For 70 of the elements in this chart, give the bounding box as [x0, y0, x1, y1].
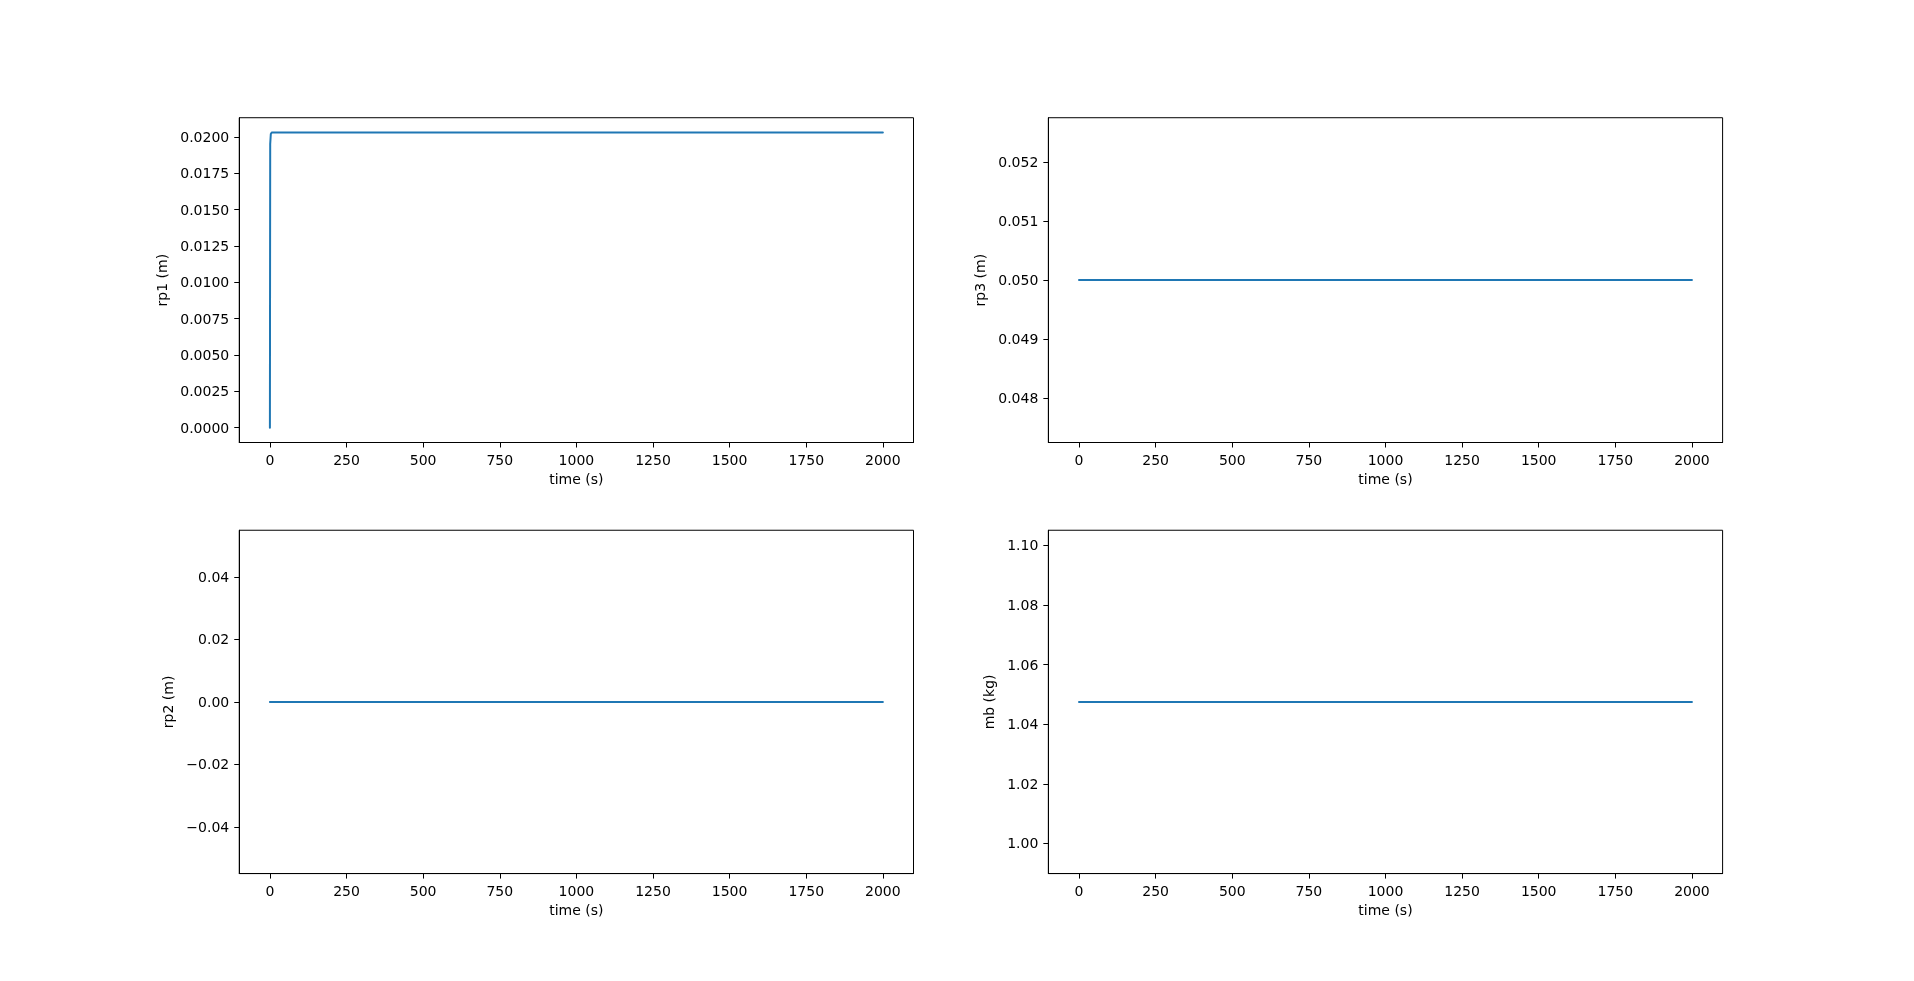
y-tick-label: 1.10	[1007, 536, 1039, 553]
y-tick-label: 1.00	[1007, 834, 1039, 851]
x-tick-label: 1000	[558, 451, 595, 468]
y-tick-label: 0.052	[998, 154, 1039, 171]
x-tick-label: 1250	[1444, 451, 1480, 468]
line-series	[268, 131, 884, 429]
y-tick-label: 0.051	[998, 213, 1039, 230]
y-tick-label: 0.0200	[180, 128, 230, 145]
x-tick-label: 500	[409, 451, 437, 468]
x-tick-label: 500	[409, 882, 437, 899]
x-axis-title: time (s)	[549, 901, 604, 918]
x-tick-label: 1000	[558, 882, 595, 899]
y-axis-title: mb (kg)	[981, 673, 998, 729]
x-tick-label: 500	[1218, 882, 1246, 899]
x-tick-label: 1750	[1597, 882, 1634, 899]
y-tick-label: 0.0100	[180, 274, 230, 291]
y-tick-label: 1.04	[1007, 715, 1039, 732]
x-tick-label: 1000	[1367, 882, 1404, 899]
y-tick-label: −0.04	[186, 818, 230, 835]
x-tick-label: 250	[333, 451, 360, 468]
y-tick-label: 0.0050	[180, 347, 230, 364]
x-tick-label: 1500	[1520, 882, 1557, 899]
x-tick-label: 1500	[711, 451, 748, 468]
x-tick-label: 750	[486, 451, 514, 468]
y-tick-label: 0.049	[998, 331, 1039, 348]
y-tick-label: 0.00	[198, 693, 230, 710]
y-tick-label: 0.0075	[180, 310, 230, 327]
x-tick-label: 2000	[1674, 451, 1710, 468]
x-tick-label: 1500	[1520, 451, 1557, 468]
x-tick-label: 1750	[788, 882, 825, 899]
x-tick-label: 1000	[1367, 451, 1404, 468]
x-tick-label: 2000	[865, 882, 901, 899]
x-tick-label: 1750	[788, 451, 825, 468]
x-tick-label: 2000	[865, 451, 901, 468]
y-tick-label: −0.02	[186, 755, 230, 772]
y-tick-label: 0.0175	[180, 165, 230, 182]
x-axis-title: time (s)	[549, 470, 604, 487]
y-tick-label: 0.0000	[180, 419, 230, 436]
y-tick-label: 0.050	[998, 272, 1039, 289]
y-tick-label: 0.048	[998, 390, 1039, 407]
x-tick-label: 250	[333, 882, 360, 899]
x-axis-title: time (s)	[1358, 901, 1413, 918]
y-tick-label: 1.06	[1007, 656, 1039, 673]
y-tick-label: 0.0025	[180, 383, 230, 400]
x-axis-title: time (s)	[1358, 470, 1413, 487]
y-tick-label: 0.0150	[180, 201, 230, 218]
x-tick-label: 750	[486, 882, 514, 899]
y-axis-title: rp1 (m)	[154, 253, 171, 307]
x-tick-label: 1250	[635, 451, 671, 468]
x-tick-label: 0	[265, 882, 275, 899]
x-tick-label: 1250	[635, 882, 671, 899]
y-tick-label: 0.02	[198, 630, 230, 647]
x-tick-label: 1750	[1597, 451, 1634, 468]
x-tick-label: 750	[1295, 451, 1323, 468]
x-tick-label: 0	[265, 451, 275, 468]
x-tick-label: 0	[1074, 451, 1084, 468]
x-tick-label: 250	[1142, 451, 1169, 468]
x-tick-label: 500	[1218, 451, 1246, 468]
x-tick-label: 250	[1142, 882, 1169, 899]
x-tick-label: 750	[1295, 882, 1323, 899]
y-tick-label: 0.04	[198, 568, 230, 585]
y-tick-label: 0.0125	[180, 237, 230, 254]
y-tick-label: 1.02	[1007, 775, 1039, 792]
y-axis-title: rp3 (m)	[972, 253, 989, 307]
y-tick-label: 1.08	[1007, 596, 1039, 613]
x-tick-label: 1250	[1444, 882, 1480, 899]
y-axis-title: rp2 (m)	[160, 675, 177, 728]
x-tick-label: 2000	[1674, 882, 1710, 899]
x-tick-label: 1500	[711, 882, 748, 899]
x-tick-label: 0	[1074, 882, 1084, 899]
